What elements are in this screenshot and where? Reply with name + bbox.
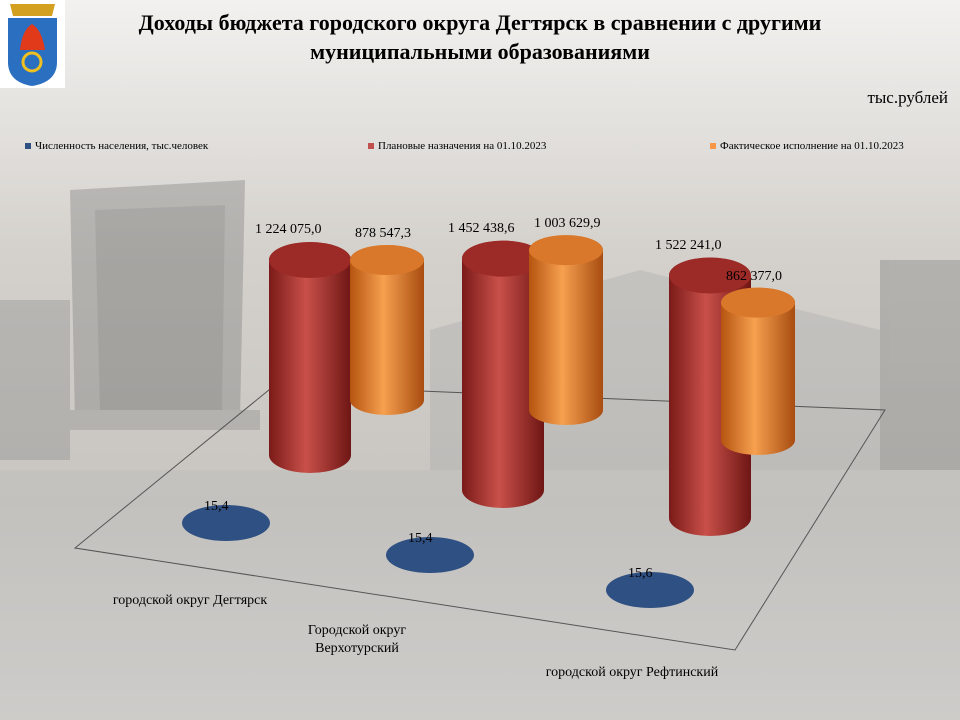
cylinder: [529, 235, 603, 425]
legend-label: Плановые назначения на 01.10.2023: [378, 140, 547, 152]
value-label: 1 224 075,0: [255, 222, 322, 237]
value-label: 862 377,0: [726, 268, 782, 284]
legend-label: Фактическое исполнение на 01.10.2023: [720, 140, 904, 152]
value-label: 1 452 438,6: [448, 220, 515, 236]
cylinder: [721, 287, 795, 455]
value-label: 15,6: [628, 566, 653, 581]
x-category-label: Городской округ Верхотурский: [307, 623, 407, 656]
cylinder: [462, 240, 544, 508]
cylinder-top: [529, 235, 603, 266]
cylinder-top: [350, 245, 424, 276]
population-disc: [606, 572, 694, 608]
legend-swatch: [368, 143, 374, 149]
cylinder: [350, 245, 424, 415]
value-label: 878 547,3: [355, 226, 411, 242]
population-disc: [182, 505, 270, 541]
value-label: 15,4: [204, 499, 229, 514]
unit-note: тыс.рублей: [867, 88, 948, 107]
x-category-label: городской округ Дегтярск: [112, 593, 268, 608]
cylinder-top: [462, 240, 544, 277]
legend-swatch: [710, 143, 716, 149]
legend-label: Численность населения, тыс.человек: [35, 140, 209, 152]
cylinder: [269, 242, 351, 473]
cylinder-top: [669, 257, 751, 294]
plot-floor: [73, 384, 886, 651]
population-disc: [386, 537, 474, 573]
x-category-label: городской округ Рефтинский: [545, 665, 719, 680]
legend-swatch: [25, 143, 31, 149]
value-label: 1 003 629,9: [534, 216, 601, 232]
chart-title: Доходы бюджета городского округа Дегтярс…: [138, 10, 822, 64]
cylinder-top: [269, 242, 351, 278]
logo: [0, 0, 65, 88]
value-label: 15,4: [408, 531, 433, 546]
value-label: 1 522 241,0: [655, 237, 722, 253]
cylinder-top: [721, 287, 795, 318]
